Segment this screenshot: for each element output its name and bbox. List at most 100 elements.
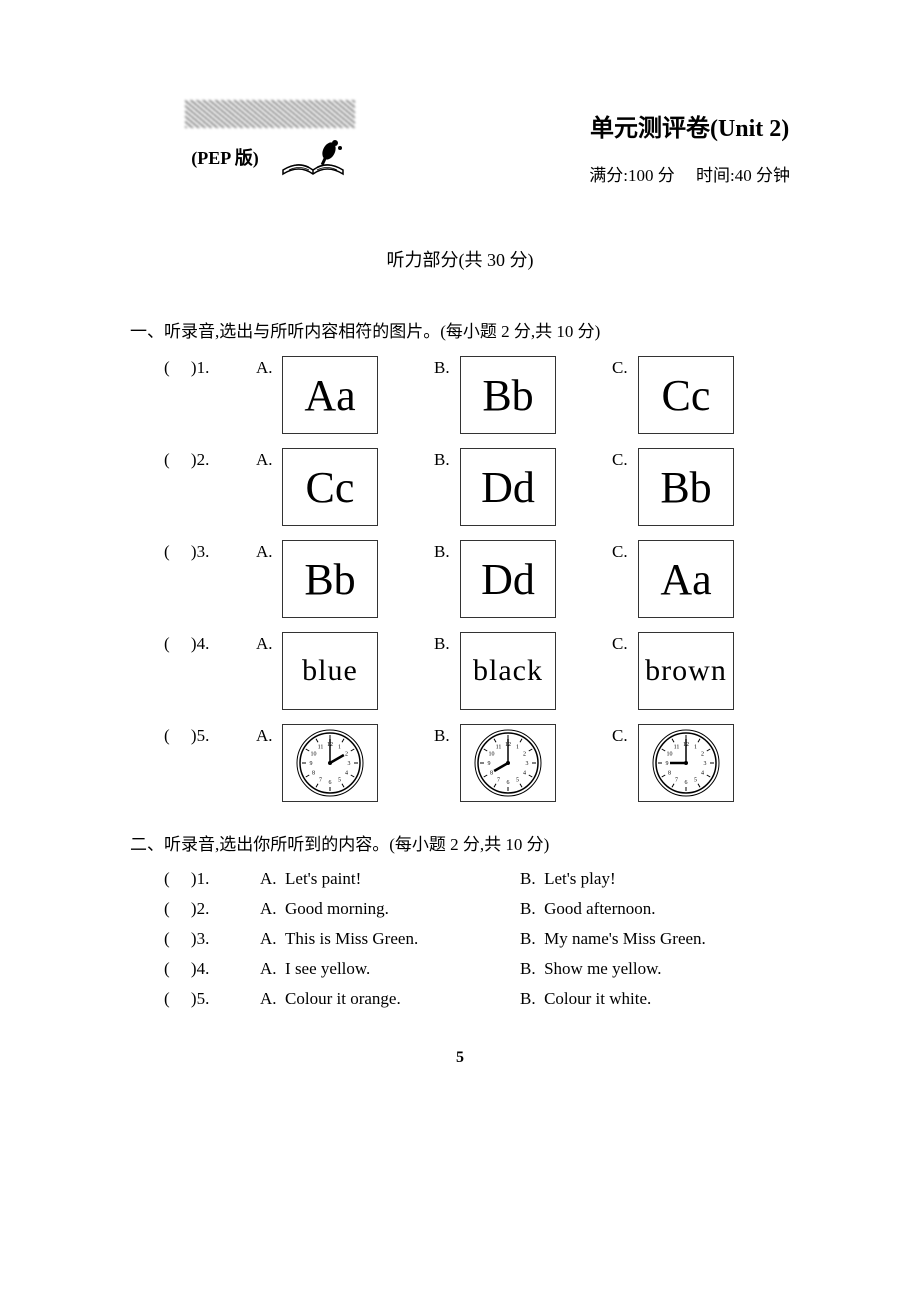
page: (PEP 版) <box>0 0 920 1117</box>
answer-blank[interactable]: ( )3. <box>164 929 260 949</box>
options: A. Cc B. Dd C. Bb <box>256 448 790 526</box>
svg-text:7: 7 <box>497 777 500 783</box>
letter-card: Dd <box>460 540 556 618</box>
card-text: Dd <box>481 462 535 513</box>
svg-text:5: 5 <box>338 777 341 783</box>
option-C: C. Bb <box>612 448 790 526</box>
option-A: A. Aa <box>256 356 434 434</box>
option-a: A. Let's paint! <box>260 869 520 889</box>
letter-card: Dd <box>460 448 556 526</box>
word-card: blue <box>282 632 378 710</box>
svg-text:4: 4 <box>701 771 704 777</box>
svg-text:10: 10 <box>489 752 495 758</box>
svg-text:1: 1 <box>694 745 697 751</box>
options: A. 121234567891011 B. 121234567891011 C.… <box>256 724 790 802</box>
time-label: 时间:40 分钟 <box>696 166 790 185</box>
svg-text:10: 10 <box>311 752 317 758</box>
letter-card: Bb <box>638 448 734 526</box>
option-a: A. Good morning. <box>260 899 520 919</box>
answer-blank[interactable]: ( )3. <box>164 540 256 562</box>
unit-title: 单元测评卷(Unit 2) <box>589 108 790 143</box>
option-A: A. Cc <box>256 448 434 526</box>
answer-blank[interactable]: ( )1. <box>164 356 256 378</box>
option-a: A. This is Miss Green. <box>260 929 520 949</box>
svg-text:5: 5 <box>516 777 519 783</box>
option-b: B. Show me yellow. <box>520 959 662 979</box>
word-card: black <box>460 632 556 710</box>
answer-blank[interactable]: ( )4. <box>164 959 260 979</box>
svg-text:2: 2 <box>701 752 704 758</box>
answer-blank[interactable]: ( )2. <box>164 899 260 919</box>
option-label: A. <box>256 356 282 378</box>
clock-card: 121234567891011 <box>282 724 378 802</box>
redacted-block <box>185 100 355 128</box>
options: A. blue B. black C. brown <box>256 632 790 710</box>
svg-text:8: 8 <box>668 771 671 777</box>
card-text: Bb <box>660 462 711 513</box>
option-label: C. <box>612 632 638 654</box>
header: (PEP 版) <box>130 100 790 186</box>
card-word: black <box>473 654 543 688</box>
letter-card: Aa <box>638 540 734 618</box>
option-label: B. <box>434 356 460 378</box>
card-text: Cc <box>662 370 711 421</box>
score-time-line: 满分:100 分 时间:40 分钟 <box>589 161 790 186</box>
option-label: B. <box>434 724 460 746</box>
pep-label: (PEP 版) <box>191 144 259 170</box>
options: A. Bb B. Dd C. Aa <box>256 540 790 618</box>
svg-text:1: 1 <box>516 745 519 751</box>
svg-text:11: 11 <box>674 745 680 751</box>
option-C: C. 121234567891011 <box>612 724 790 802</box>
letter-card: Bb <box>282 540 378 618</box>
option-a: A. Colour it orange. <box>260 989 520 1009</box>
card-text: Bb <box>304 554 355 605</box>
pep-row: (PEP 版) <box>191 136 349 178</box>
q2-row: ( )4. A. I see yellow. B. Show me yellow… <box>164 959 790 979</box>
answer-blank[interactable]: ( )1. <box>164 869 260 889</box>
option-label: C. <box>612 540 638 562</box>
q1-row: ( )4. A. blue B. black C. brown <box>164 632 790 710</box>
option-B: B. Bb <box>434 356 612 434</box>
card-text: Aa <box>304 370 355 421</box>
options: A. Aa B. Bb C. Cc <box>256 356 790 434</box>
q1-row: ( )1. A. Aa B. Bb C. Cc <box>164 356 790 434</box>
svg-text:9: 9 <box>666 761 669 767</box>
svg-text:3: 3 <box>704 761 707 767</box>
svg-text:6: 6 <box>329 780 332 786</box>
svg-text:3: 3 <box>526 761 529 767</box>
option-B: B. 121234567891011 <box>434 724 612 802</box>
letter-card: Bb <box>460 356 556 434</box>
letter-card: Cc <box>282 448 378 526</box>
q1-row: ( )3. A. Bb B. Dd C. Aa <box>164 540 790 618</box>
q1-heading: 一、听录音,选出与所听内容相符的图片。(每小题 2 分,共 10 分) <box>130 317 790 342</box>
svg-text:11: 11 <box>318 745 324 751</box>
svg-text:10: 10 <box>667 752 673 758</box>
option-b: B. Colour it white. <box>520 989 651 1009</box>
card-text: Dd <box>481 554 535 605</box>
option-C: C. brown <box>612 632 790 710</box>
option-B: B. Dd <box>434 448 612 526</box>
q1-rows: ( )1. A. Aa B. Bb C. Cc ( )2. A. Cc B. D… <box>130 356 790 802</box>
q2-rows: ( )1. A. Let's paint! B. Let's play! ( )… <box>130 869 790 1009</box>
option-b: B. My name's Miss Green. <box>520 929 706 949</box>
q1-row: ( )2. A. Cc B. Dd C. Bb <box>164 448 790 526</box>
option-label: A. <box>256 448 282 470</box>
letter-card: Cc <box>638 356 734 434</box>
option-B: B. black <box>434 632 612 710</box>
svg-text:7: 7 <box>675 777 678 783</box>
header-right: 单元测评卷(Unit 2) 满分:100 分 时间:40 分钟 <box>589 100 790 186</box>
question-2: 二、听录音,选出你所听到的内容。(每小题 2 分,共 10 分) ( )1. A… <box>130 830 790 1009</box>
answer-blank[interactable]: ( )4. <box>164 632 256 654</box>
svg-text:2: 2 <box>345 752 348 758</box>
answer-blank[interactable]: ( )5. <box>164 989 260 1009</box>
q2-row: ( )3. A. This is Miss Green. B. My name'… <box>164 929 790 949</box>
option-b: B. Good afternoon. <box>520 899 656 919</box>
option-A: A. Bb <box>256 540 434 618</box>
option-label: A. <box>256 632 282 654</box>
answer-blank[interactable]: ( )2. <box>164 448 256 470</box>
svg-text:8: 8 <box>312 771 315 777</box>
question-1: 一、听录音,选出与所听内容相符的图片。(每小题 2 分,共 10 分) ( )1… <box>130 317 790 802</box>
answer-blank[interactable]: ( )5. <box>164 724 256 746</box>
option-b: B. Let's play! <box>520 869 616 889</box>
option-label: A. <box>256 724 282 746</box>
